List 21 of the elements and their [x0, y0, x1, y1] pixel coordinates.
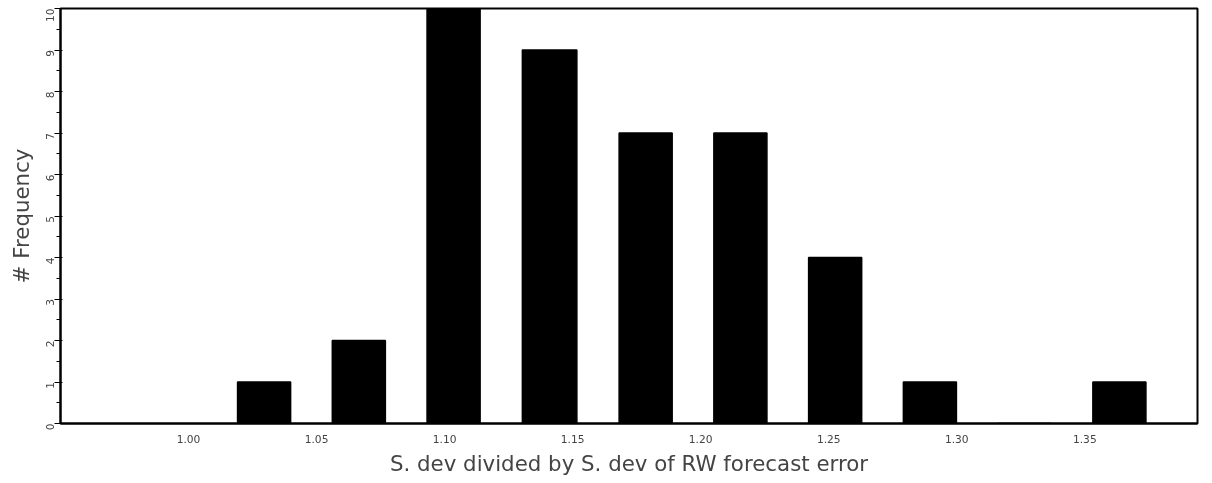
y-tick-label: 10: [43, 8, 57, 23]
y-tick-label: 5: [43, 216, 57, 223]
y-tick-label: 9: [43, 49, 57, 57]
x-tick-label: 1.05: [304, 432, 329, 446]
x-tick-label: 1.20: [688, 432, 713, 446]
y-tick-label: 7: [43, 133, 57, 140]
y-axis-title: # Frequency: [8, 148, 34, 284]
x-tick-label: 1.30: [944, 432, 969, 446]
y-tick-label: 6: [43, 174, 57, 182]
x-axis-title: S. dev divided by S. dev of RW forecast error: [389, 450, 869, 476]
x-tick-label: 1.35: [1072, 432, 1097, 446]
y-tick-label: 4: [43, 257, 57, 265]
y-tick-label: 2: [43, 340, 57, 348]
x-tick-label: 1.15: [560, 432, 585, 446]
y-tick-label: 3: [43, 299, 57, 306]
x-tick-label: 1.10: [432, 432, 457, 446]
y-tick-label: 8: [43, 91, 57, 99]
y-tick-label: 1: [43, 382, 57, 389]
x-tick-label: 1.00: [176, 432, 201, 446]
y-tick-label: 0: [43, 423, 57, 431]
x-tick-label: 1.25: [816, 432, 841, 446]
